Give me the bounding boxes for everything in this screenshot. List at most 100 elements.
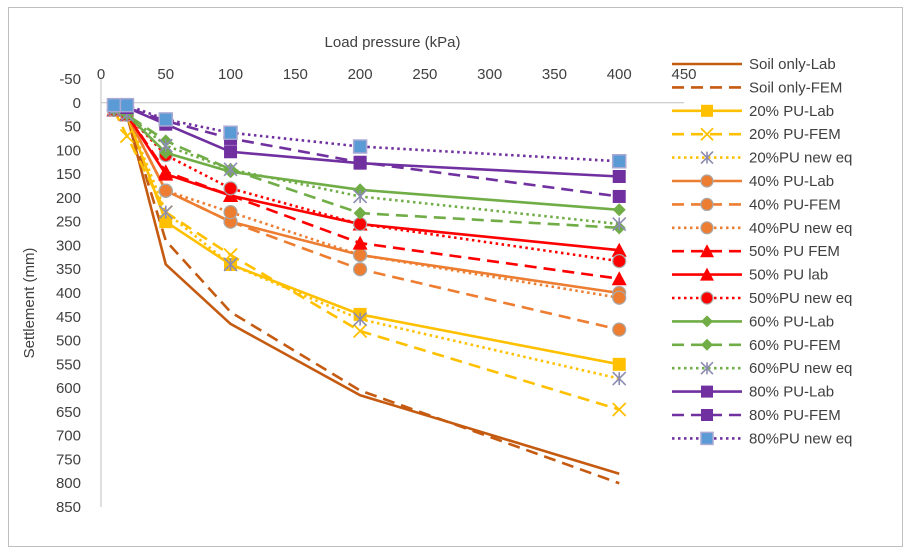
legend-label: 80% PU-Lab — [749, 384, 834, 401]
legend-marker — [700, 431, 714, 446]
data-point — [612, 322, 627, 337]
legend-label: 50% PU FEM — [749, 243, 840, 260]
data-point — [353, 155, 367, 169]
chart-frame — [8, 7, 903, 547]
x-tick-label: 100 — [218, 66, 243, 83]
legend-marker — [700, 267, 714, 281]
legend-entry: 60% PU-Lab — [672, 313, 834, 330]
y-tick-label: 750 — [56, 451, 81, 468]
y-tick-label: 700 — [56, 428, 81, 445]
legend-entry: 80% PU-FEM — [672, 407, 841, 424]
data-point — [612, 290, 627, 305]
x-tick-label: 50 — [157, 66, 174, 83]
legend-entry: 20% PU-FEM — [672, 126, 841, 143]
x-tick-label: 350 — [542, 66, 567, 83]
series-line — [113, 108, 620, 226]
legend-entry: 40% PU-FEM — [672, 196, 841, 213]
y-tick-label: 300 — [56, 237, 81, 254]
legend-label: 80%PU new eq — [749, 430, 852, 447]
legend-entry: 80% PU-Lab — [672, 384, 834, 401]
legend-label: 80% PU-FEM — [749, 407, 841, 424]
data-point — [353, 247, 368, 263]
series-16 — [106, 97, 627, 169]
legend-marker — [700, 244, 714, 258]
data-point — [352, 139, 368, 154]
y-tick-label: 250 — [56, 214, 81, 231]
legend-label: 60% PU-FEM — [749, 337, 841, 354]
y-tick-label: 850 — [56, 499, 81, 516]
data-point — [119, 97, 135, 113]
legend-label: 20% PU-FEM — [749, 126, 841, 143]
legend-entry: 20% PU-Lab — [672, 103, 834, 120]
legend-entry: 60%PU new eq — [672, 360, 852, 377]
legend: Soil only-Lab Soil only-FEM 20% PU-Lab 20% … — [672, 56, 852, 447]
data-point — [612, 371, 627, 386]
series-6 — [106, 102, 627, 337]
legend-label: 50%PU new eq — [749, 290, 852, 307]
series-line — [112, 109, 620, 411]
data-point — [612, 203, 626, 217]
legend-marker — [700, 221, 714, 235]
y-tick-label: 650 — [56, 404, 81, 421]
x-tick-label: 150 — [283, 66, 308, 83]
x-tick-label: 0 — [97, 66, 105, 83]
legend-entry: 40% PU-Lab — [672, 173, 834, 190]
data-point — [353, 262, 368, 277]
y-tick-label: 100 — [56, 142, 81, 159]
data-point — [158, 112, 174, 127]
legend-marker — [700, 361, 714, 375]
y-tick-label: 0 — [73, 95, 81, 112]
series-line — [113, 108, 620, 300]
legend-entry: 80%PU new eq — [672, 430, 852, 447]
y-tick-label: 600 — [56, 380, 81, 397]
data-point — [223, 181, 238, 196]
y-tick-label: 50 — [64, 119, 81, 136]
data-point — [159, 215, 173, 229]
series-line — [113, 103, 620, 163]
data-point — [352, 323, 368, 339]
legend-label: 20%PU new eq — [749, 150, 852, 167]
x-tick-label: 250 — [412, 66, 437, 83]
legend-marker — [701, 409, 713, 421]
data-point — [612, 254, 627, 269]
data-point — [223, 205, 238, 220]
legend-marker — [701, 315, 713, 328]
legend-marker — [700, 174, 714, 188]
data-point — [612, 357, 626, 371]
plot-area — [106, 97, 627, 485]
legend-marker — [701, 385, 713, 398]
legend-entry: Soil only-Lab — [672, 56, 836, 73]
data-point — [611, 154, 627, 169]
legend-entry: 50% PU lab — [672, 267, 828, 284]
x-tick-label: 200 — [348, 66, 373, 83]
legend-label: 60% PU-Lab — [749, 313, 834, 330]
x-tick-label: 400 — [607, 66, 632, 83]
legend-marker — [700, 197, 714, 211]
data-point — [223, 125, 238, 140]
x-tick-label: 300 — [477, 66, 502, 83]
data-point — [158, 205, 173, 220]
y-tick-label: 550 — [56, 356, 81, 373]
data-point — [353, 206, 367, 220]
y-tick-label: 200 — [56, 190, 81, 207]
data-point — [612, 402, 627, 417]
x-tick-label: 450 — [671, 66, 696, 83]
legend-entry: 50% PU FEM — [672, 243, 840, 260]
legend-marker — [701, 338, 713, 351]
data-point — [224, 145, 238, 159]
legend-marker — [700, 127, 714, 141]
y-tick-label: 350 — [56, 261, 81, 278]
legend-entry: 20%PU new eq — [672, 150, 852, 167]
legend-marker — [701, 104, 713, 117]
legend-entry: 40%PU new eq — [672, 220, 852, 237]
data-point — [611, 242, 627, 257]
legend-label: Soil only-FEM — [749, 79, 842, 96]
data-point — [106, 97, 122, 113]
data-point — [158, 166, 174, 181]
data-point — [223, 162, 238, 177]
legend-entry: Soil only-FEM — [672, 79, 842, 96]
legend-label: 40% PU-Lab — [749, 173, 834, 190]
legend-label: Soil only-Lab — [749, 56, 836, 73]
legend-marker — [700, 291, 714, 305]
